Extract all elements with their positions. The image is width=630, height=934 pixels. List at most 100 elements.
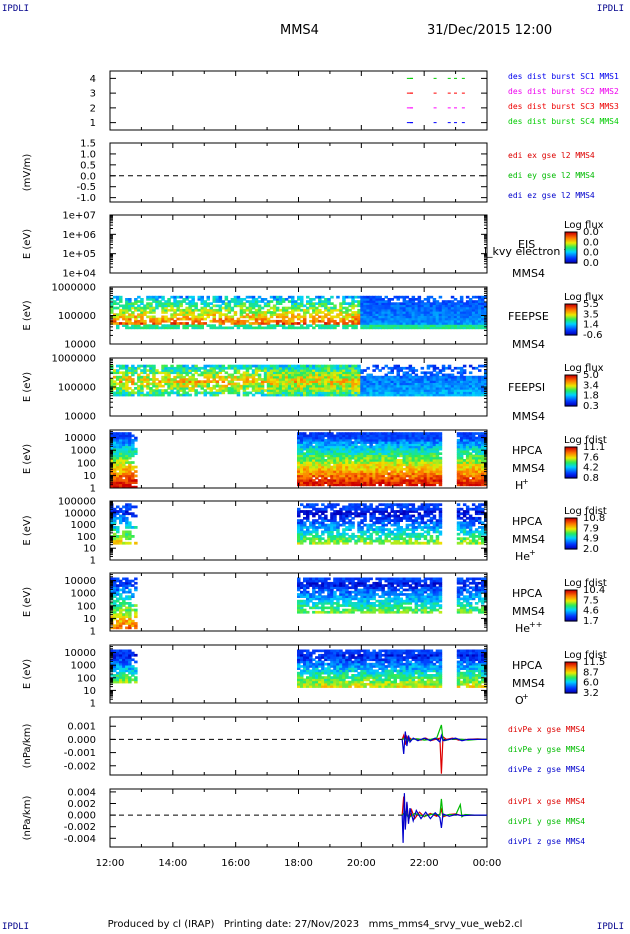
spectrogram-cell bbox=[116, 465, 120, 469]
spectrogram-cell bbox=[260, 389, 265, 392]
spectrogram-cell bbox=[339, 441, 343, 444]
spectrogram-cell bbox=[182, 324, 186, 327]
spectrogram-cell bbox=[303, 313, 307, 316]
spectrogram-cell bbox=[411, 436, 416, 440]
colorbar-cell bbox=[565, 313, 577, 315]
spectrogram-cell bbox=[245, 375, 250, 379]
spectrogram-cell bbox=[336, 447, 340, 451]
spectrogram-cell bbox=[263, 366, 268, 370]
spectrogram-cell bbox=[272, 389, 277, 392]
spectrogram-cell bbox=[471, 313, 476, 316]
spectrogram-cell bbox=[405, 387, 410, 390]
spectrogram-cell bbox=[372, 304, 376, 308]
spectrogram-cell bbox=[251, 295, 256, 299]
spectrogram-cell bbox=[468, 319, 473, 323]
spectrogram-cell bbox=[348, 474, 352, 478]
spectrogram-cell bbox=[478, 322, 482, 325]
spectrogram-cell bbox=[478, 382, 482, 386]
spectrogram-cell bbox=[357, 364, 361, 368]
spectrogram-cell bbox=[128, 467, 132, 471]
spectrogram-cell bbox=[275, 384, 280, 388]
spectrogram-cell bbox=[278, 371, 283, 375]
spectrogram-cell bbox=[266, 387, 271, 390]
spectrogram-cell bbox=[366, 317, 370, 321]
spectrogram-cell bbox=[291, 315, 295, 319]
spectrogram-cell bbox=[260, 391, 265, 395]
spectrogram-cell bbox=[230, 326, 235, 330]
spectrogram-cell bbox=[200, 306, 204, 310]
spectrogram-cell bbox=[471, 454, 476, 458]
spectrogram-cell bbox=[312, 452, 316, 455]
spectrogram-cell bbox=[116, 479, 120, 482]
spectrogram-cell bbox=[456, 476, 461, 480]
spectrogram-cell bbox=[200, 373, 204, 377]
spectrogram-cell bbox=[342, 364, 346, 368]
spectrogram-cell bbox=[149, 315, 153, 319]
spectrogram-cell bbox=[215, 382, 220, 386]
spectrogram-cell bbox=[484, 389, 488, 392]
spectrogram-cell bbox=[239, 378, 244, 381]
spectrogram-cell bbox=[465, 472, 470, 476]
spectrogram-cell bbox=[420, 443, 425, 447]
spectrogram-cell bbox=[158, 295, 162, 299]
spectrogram-cell bbox=[297, 375, 301, 379]
spectrogram-cell bbox=[218, 322, 223, 325]
spectrogram-cell bbox=[203, 308, 207, 312]
spectrogram-cell bbox=[420, 481, 425, 484]
spectrogram-cell bbox=[309, 302, 313, 305]
spectrogram-cell bbox=[260, 319, 265, 323]
spectrogram-cell bbox=[420, 445, 425, 449]
spectrogram-cell bbox=[360, 438, 364, 442]
spectrogram-cell bbox=[309, 380, 313, 383]
spectrogram-cell bbox=[429, 454, 434, 458]
spectrogram-cell bbox=[405, 467, 410, 471]
spectrogram-cell bbox=[122, 465, 126, 469]
spectrogram-cell bbox=[453, 311, 458, 314]
spectrogram-cell bbox=[462, 476, 467, 480]
spectrogram-cell bbox=[411, 384, 416, 388]
spectrogram-cell bbox=[372, 387, 376, 390]
spectrogram-cell bbox=[339, 472, 343, 476]
spacecraft-label: MMS4 bbox=[512, 338, 545, 351]
spectrogram-cell bbox=[119, 479, 123, 482]
spectrogram-cell bbox=[182, 375, 186, 379]
spectrogram-cell bbox=[318, 436, 322, 440]
spectrogram-cell bbox=[478, 438, 482, 442]
spectrogram-cell bbox=[408, 304, 413, 308]
spectrogram-cell bbox=[402, 472, 407, 476]
spectrogram-cell bbox=[432, 389, 437, 392]
spectrogram-cell bbox=[478, 300, 482, 303]
spectrogram-cell bbox=[203, 313, 207, 316]
spectrogram-cell bbox=[417, 445, 422, 449]
spectrogram-cell bbox=[194, 319, 198, 323]
spectrogram-cell bbox=[191, 373, 195, 377]
spectrogram-cell bbox=[354, 461, 358, 464]
spectrogram-cell bbox=[474, 454, 479, 458]
spectrogram-cell bbox=[444, 306, 449, 310]
spectrogram-cell bbox=[140, 389, 144, 392]
spectrogram-cell bbox=[354, 295, 358, 299]
spectrogram-cell bbox=[459, 450, 464, 453]
spectrogram-cell bbox=[257, 315, 262, 319]
spectrogram-cell bbox=[378, 463, 382, 467]
spectrogram-cell bbox=[278, 319, 283, 323]
spectrogram-cell bbox=[393, 445, 397, 449]
colorbar-tick: -0.6 bbox=[583, 330, 603, 341]
spectrogram-cell bbox=[402, 295, 407, 299]
spectrogram-cell bbox=[230, 378, 235, 381]
spectrogram-cell bbox=[378, 450, 382, 453]
spectrogram-cell bbox=[348, 470, 352, 473]
spectrogram-cell bbox=[185, 393, 189, 397]
spectrogram-cell bbox=[369, 306, 373, 310]
spectrogram-cell bbox=[405, 375, 410, 379]
spectrogram-cell bbox=[152, 306, 156, 310]
spectrogram-cell bbox=[306, 382, 310, 386]
spectrogram-cell bbox=[291, 324, 295, 327]
spectrogram-cell bbox=[447, 313, 452, 316]
spectrogram-cell bbox=[465, 479, 470, 482]
spectrogram-cell bbox=[191, 308, 195, 312]
spectrogram-cell bbox=[426, 472, 431, 476]
spectrogram-cell bbox=[484, 322, 488, 325]
spectrogram-cell bbox=[318, 467, 322, 471]
spectrogram-cell bbox=[303, 483, 307, 487]
